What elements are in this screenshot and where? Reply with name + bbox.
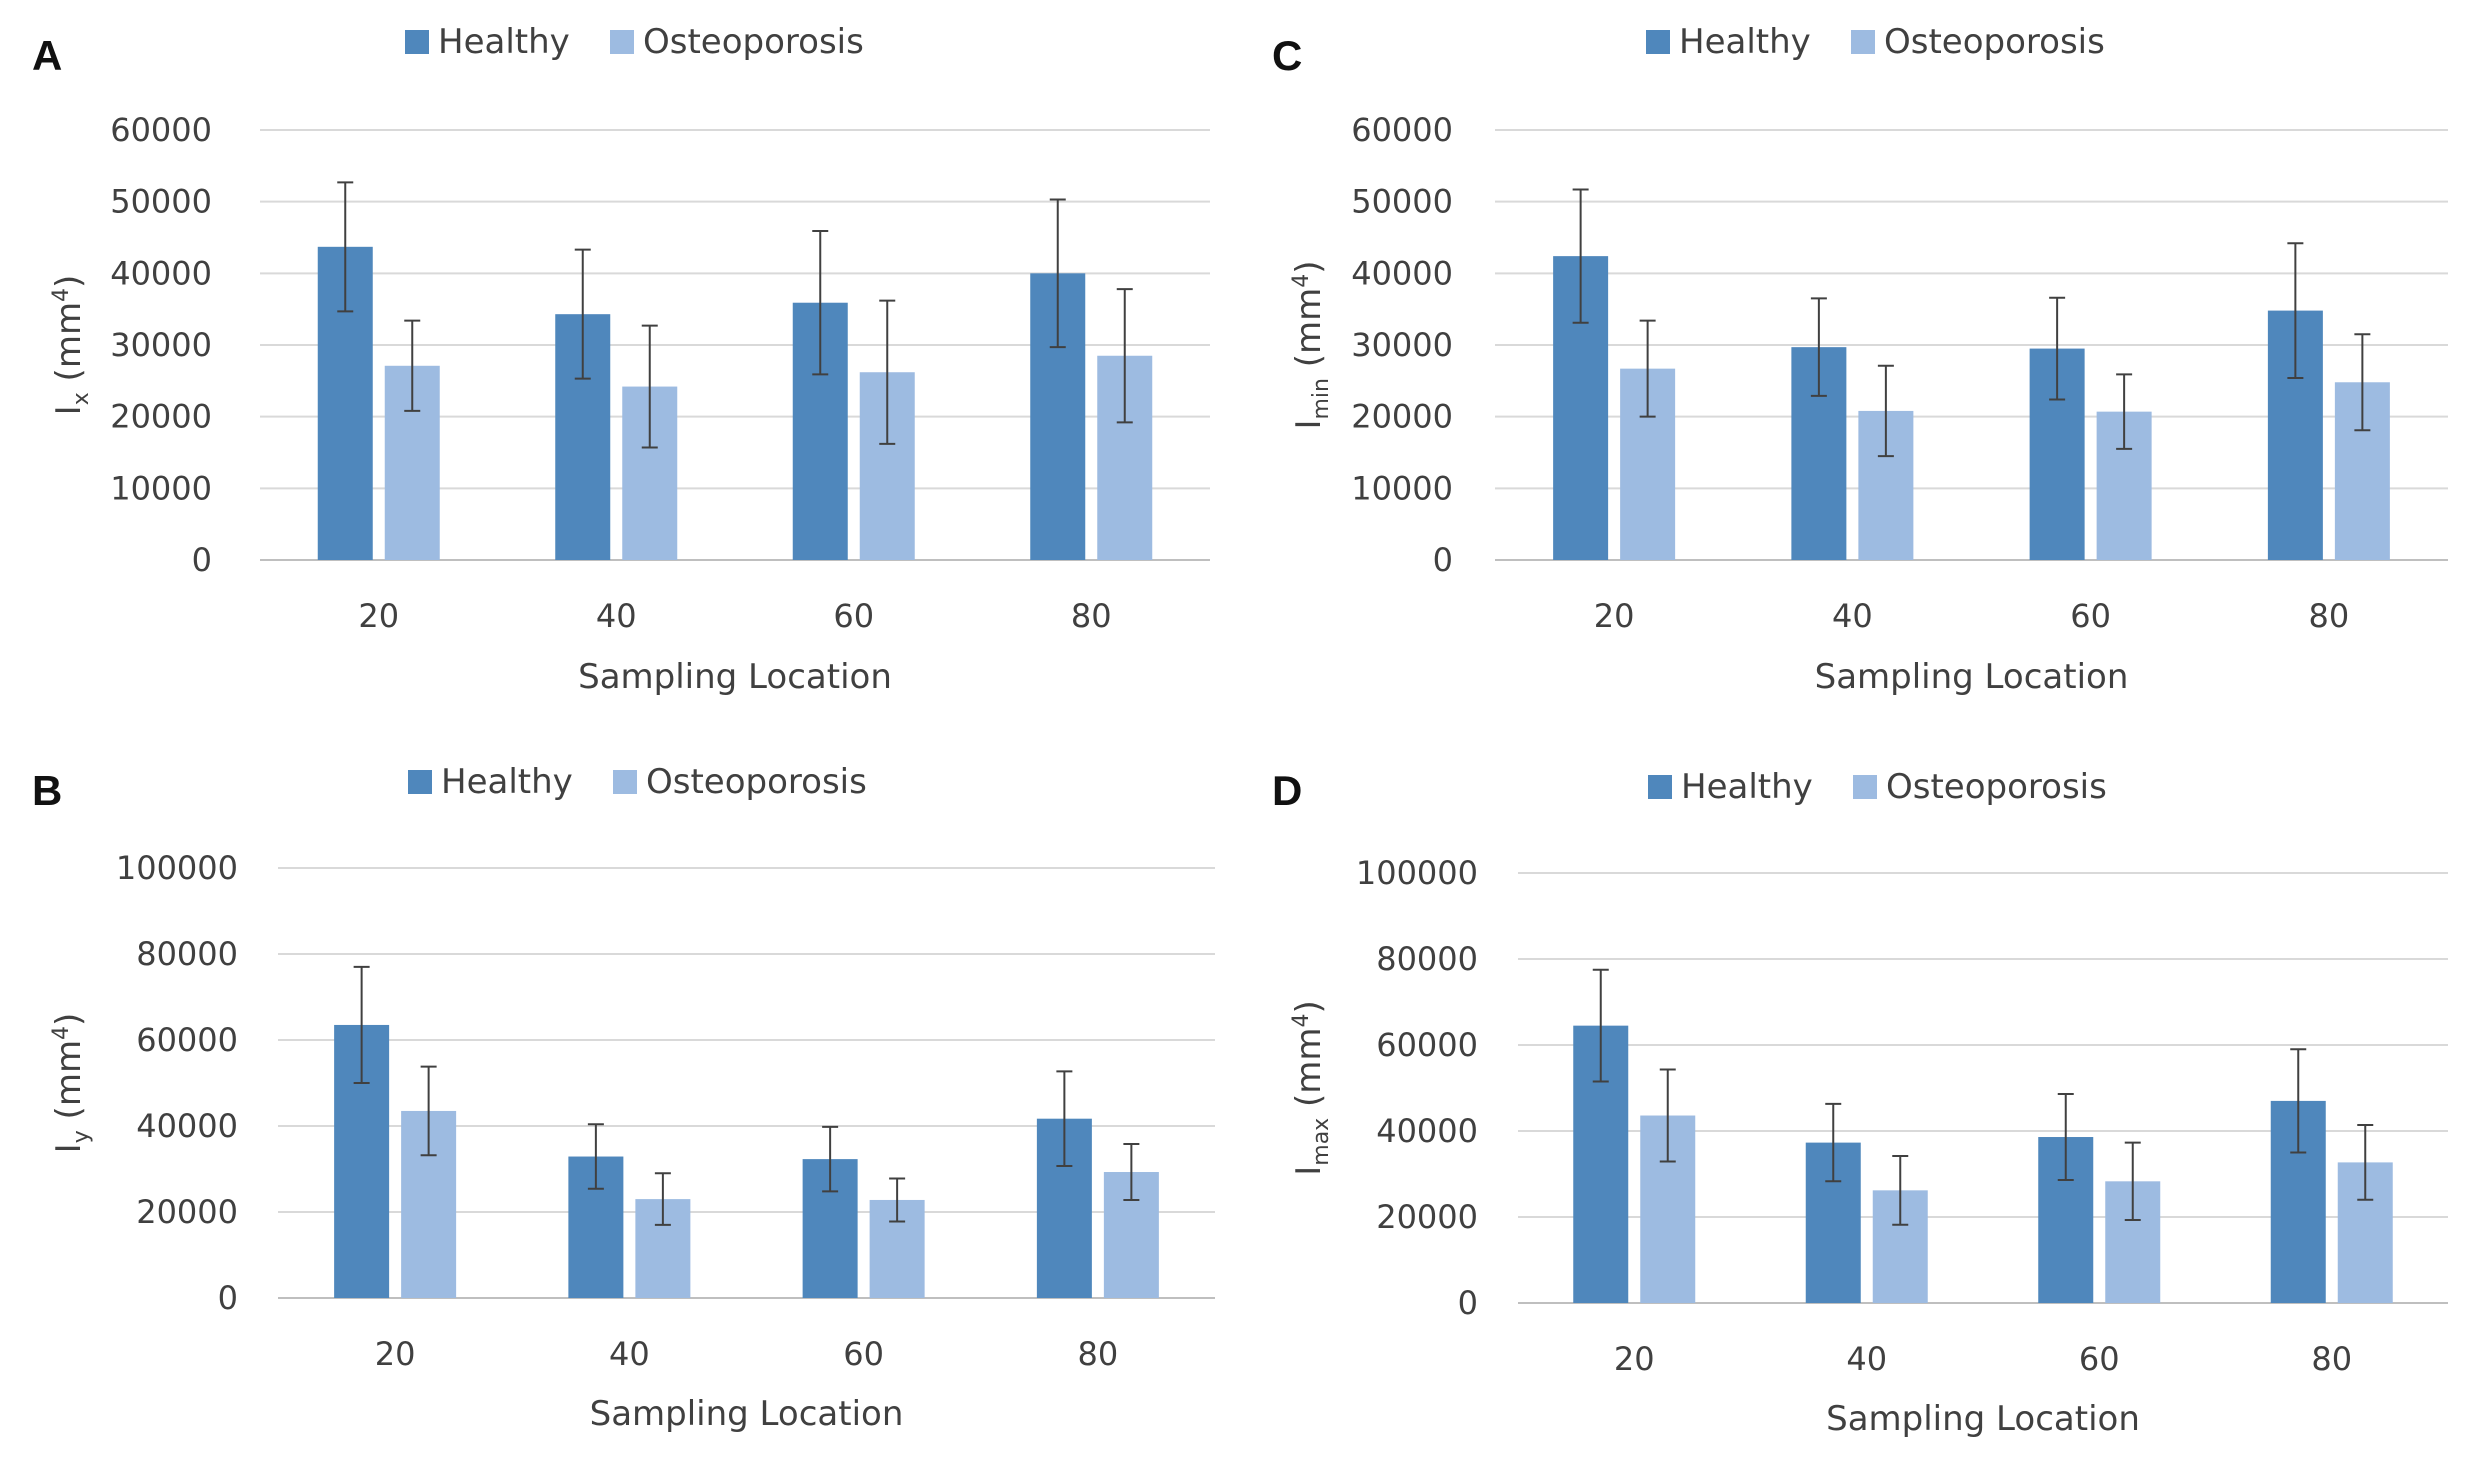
y-axis-title-subscript: min: [1309, 378, 1334, 420]
y-tick-label: 10000: [110, 469, 212, 507]
panel-letter: A: [32, 32, 62, 79]
y-axis-title-subscript: x: [69, 392, 94, 405]
legend-swatch-osteoporosis: [1851, 30, 1875, 54]
y-axis-title-subscript: max: [1309, 1118, 1334, 1166]
y-tick-label: 50000: [110, 183, 212, 221]
y-axis-title-unit: (mm: [1289, 1027, 1329, 1117]
legend-label-healthy: Healthy: [441, 762, 573, 802]
y-tick-label: 60000: [136, 1021, 238, 1059]
legend-swatch-healthy: [1648, 775, 1672, 799]
y-tick-label: 40000: [1376, 1112, 1478, 1150]
x-tick-label: 60: [843, 1335, 884, 1373]
legend-label-osteoporosis: Osteoporosis: [1886, 767, 2107, 807]
panel-letter: D: [1272, 767, 1302, 814]
legend-swatch-osteoporosis: [1853, 775, 1877, 799]
legend-swatch-healthy: [405, 30, 429, 54]
x-tick-label: 60: [2070, 597, 2111, 635]
y-tick-label: 30000: [1351, 326, 1453, 364]
y-axis-title-symbol: I: [1289, 420, 1329, 430]
legend-swatch-osteoporosis: [613, 770, 637, 794]
x-tick-label: 20: [375, 1335, 416, 1373]
y-tick-label: 20000: [136, 1193, 238, 1231]
legend-label-healthy: Healthy: [1681, 767, 1813, 807]
y-axis-title: Imax (mm4): [1289, 1000, 1334, 1176]
y-tick-label: 30000: [110, 326, 212, 364]
y-tick-label: 0: [1433, 541, 1453, 579]
y-axis-title-close: ): [1289, 1000, 1329, 1013]
x-tick-label: 20: [1594, 597, 1635, 635]
y-axis-title-superscript: 4: [1289, 274, 1314, 288]
y-tick-label: 80000: [136, 935, 238, 973]
y-tick-label: 40000: [136, 1107, 238, 1145]
x-tick-label: 40: [1832, 597, 1873, 635]
y-tick-label: 40000: [110, 254, 212, 292]
y-tick-label: 60000: [1376, 1026, 1478, 1064]
y-axis-title-unit: (mm: [1289, 288, 1329, 378]
x-axis-title: Sampling Location: [578, 657, 892, 697]
x-tick-label: 80: [1071, 597, 1112, 635]
y-axis-title: Iy (mm4): [49, 1013, 94, 1154]
x-tick-label: 20: [1614, 1340, 1655, 1378]
panel-letter: C: [1272, 32, 1302, 79]
y-tick-label: 50000: [1351, 183, 1453, 221]
y-axis-title-close: ): [49, 275, 89, 288]
chart-panel-c: C Healthy Osteoporosis 0 10000 20000 30000 4000…: [1272, 22, 2448, 697]
y-axis-title-close: ): [49, 1013, 89, 1026]
x-tick-label: 80: [1078, 1335, 1119, 1373]
panel-letter: B: [32, 767, 62, 814]
legend: Healthy Osteoporosis: [1646, 22, 2105, 62]
chart-panel-b: B Healthy Osteoporosis 0 20000 40000 60000 8000…: [32, 762, 1215, 1434]
y-axis-title: Ix (mm4): [49, 275, 94, 416]
y-tick-label: 40000: [1351, 254, 1453, 292]
y-tick-label: 20000: [1376, 1198, 1478, 1236]
y-tick-label: 10000: [1351, 469, 1453, 507]
legend: Healthy Osteoporosis: [1648, 767, 2107, 807]
y-axis-title-unit: (mm: [49, 1040, 89, 1130]
legend-label-osteoporosis: Osteoporosis: [1884, 22, 2105, 62]
x-tick-label: 80: [2309, 597, 2350, 635]
legend-swatch-healthy: [1646, 30, 1670, 54]
x-tick-label: 60: [833, 597, 874, 635]
y-tick-label: 60000: [1351, 111, 1453, 149]
x-axis-title: Sampling Location: [1815, 657, 2129, 697]
legend: Healthy Osteoporosis: [408, 762, 867, 802]
chart-panel-a: A Healthy Osteoporosis 0 10000 20000 30000 4000…: [32, 22, 1210, 697]
y-tick-label: 20000: [1351, 398, 1453, 436]
y-axis-title-unit: (mm: [49, 302, 89, 392]
y-tick-label: 60000: [110, 111, 212, 149]
x-axis-title: Sampling Location: [590, 1394, 904, 1434]
x-tick-label: 20: [358, 597, 399, 635]
y-tick-label: 0: [218, 1279, 238, 1317]
y-axis-title: Imin (mm4): [1289, 260, 1334, 429]
legend-swatch-osteoporosis: [610, 30, 634, 54]
legend-label-osteoporosis: Osteoporosis: [646, 762, 867, 802]
y-tick-label: 100000: [1356, 854, 1478, 892]
x-tick-label: 40: [609, 1335, 650, 1373]
y-axis-title-superscript: 4: [49, 288, 74, 302]
y-tick-label: 80000: [1376, 940, 1478, 978]
x-tick-label: 80: [2311, 1340, 2352, 1378]
legend-label-healthy: Healthy: [438, 22, 570, 62]
y-tick-label: 100000: [116, 849, 238, 887]
y-axis-title-superscript: 4: [49, 1026, 74, 1040]
y-axis-title-symbol: I: [49, 1143, 89, 1153]
legend-swatch-healthy: [408, 770, 432, 794]
y-axis-title-subscript: y: [69, 1130, 94, 1143]
y-axis-title-superscript: 4: [1289, 1013, 1314, 1027]
y-axis-title-symbol: I: [49, 405, 89, 415]
legend: Healthy Osteoporosis: [405, 22, 864, 62]
legend-label-healthy: Healthy: [1679, 22, 1811, 62]
y-axis-title-close: ): [1289, 260, 1329, 273]
y-axis-title-symbol: I: [1289, 1166, 1329, 1176]
y-tick-label: 0: [1458, 1284, 1478, 1322]
y-tick-label: 20000: [110, 398, 212, 436]
x-tick-label: 40: [1846, 1340, 1887, 1378]
legend-label-osteoporosis: Osteoporosis: [643, 22, 864, 62]
x-tick-label: 60: [2079, 1340, 2120, 1378]
x-tick-label: 40: [596, 597, 637, 635]
y-tick-label: 0: [192, 541, 212, 579]
x-axis-title: Sampling Location: [1826, 1399, 2140, 1439]
chart-panel-d: D Healthy Osteoporosis 0 20000 40000 60000 8000…: [1272, 767, 2448, 1439]
